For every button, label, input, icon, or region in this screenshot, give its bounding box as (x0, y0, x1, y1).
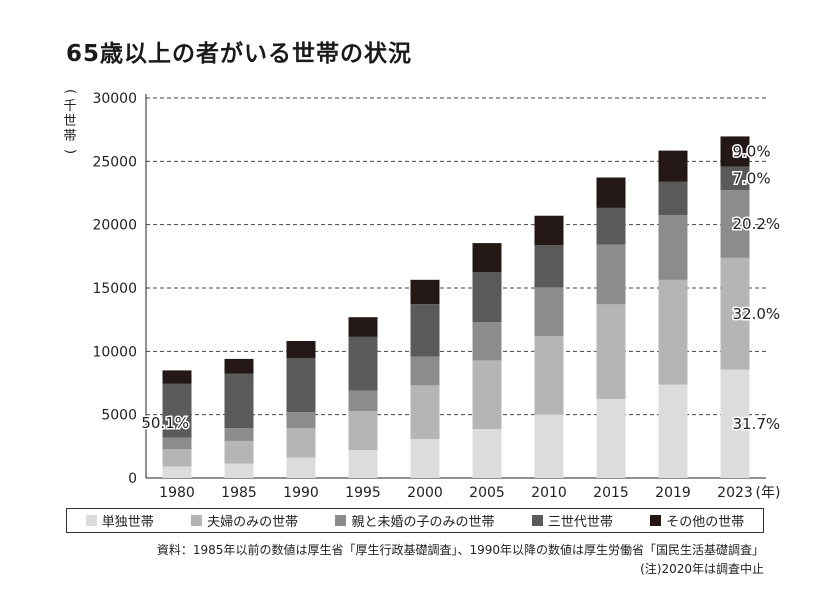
y-tick-label: 10000 (92, 344, 137, 360)
percentage-annotation: 31.7% (733, 415, 781, 433)
bar-segment-parent_unmarried_child (472, 322, 502, 361)
percentage-annotation: 7.0% (733, 169, 771, 187)
x-tick-label: 2023 (717, 485, 753, 501)
percentage-annotation: 20.2% (733, 215, 781, 233)
x-tick-label: 2000 (407, 485, 443, 501)
survey-note: (注)2020年は調査中止 (640, 562, 764, 576)
bar-segment-couple (534, 336, 564, 415)
legend-item-couple: 夫婦のみの世帯 (191, 511, 298, 530)
bar-segment-three_generation (720, 166, 750, 191)
bar-segment-single (720, 369, 750, 478)
bar-segment-single (410, 438, 440, 478)
percentage-annotation: 50.1% (141, 414, 189, 432)
y-tick-label: 5000 (101, 408, 137, 424)
stacked-bar-chart: 0 5000 10000 15000 20000 25000 30000 1980 1985 19… (92, 91, 781, 501)
bar-segment-other (534, 215, 564, 246)
source-note: 資料：1985年以前の数値は厚生省「厚生行政基礎調査」、1990年以降の数値は厚… (156, 543, 764, 557)
bar-segment-three_generation (162, 383, 192, 438)
percentage-annotation: 32.0% (733, 305, 781, 323)
bar-segment-parent_unmarried_child (596, 244, 626, 305)
bar-segment-other (348, 317, 378, 337)
bar-segment-three_generation (286, 358, 316, 413)
bar-segment-other (410, 279, 440, 305)
legend-label: 親と未婚の子のみの世帯 (351, 515, 495, 530)
bar-segment-couple (596, 304, 626, 399)
y-tick-label: 15000 (92, 281, 137, 297)
legend-label: 三世代世帯 (547, 515, 613, 530)
x-axis-unit: (年) (756, 485, 781, 501)
bar-segment-parent_unmarried_child (286, 412, 316, 429)
x-tick-label: 1990 (283, 485, 319, 501)
bar-segment-other (224, 358, 254, 374)
legend-item-other: その他の世帯 (650, 511, 744, 530)
legend-swatch (650, 515, 662, 526)
legend-label: 単独世帯 (101, 515, 154, 530)
bar-segment-parent_unmarried_child (720, 190, 750, 258)
legend: 単独世帯 夫婦のみの世帯 親と未婚の子のみの世帯 三世代世帯 その他の世帯 (66, 508, 764, 533)
bar-segment-single (162, 466, 192, 478)
legend-swatch (85, 515, 97, 526)
bar-segment-couple (720, 257, 750, 370)
y-tick-label: 0 (128, 471, 137, 487)
bar-segment-three_generation (658, 181, 688, 216)
x-tick-label: 2015 (593, 485, 629, 501)
bar-segment-three_generation (534, 245, 564, 288)
y-axis-unit-label: (千世帯) (62, 88, 78, 155)
bar-segment-three_generation (224, 373, 254, 429)
percentage-annotation: 9.0% (733, 143, 771, 161)
legend-swatch (335, 515, 347, 526)
bar-segment-other (658, 150, 688, 182)
bar-segment-parent_unmarried_child (534, 287, 564, 337)
y-tick-label: 25000 (92, 154, 137, 170)
legend-swatch (531, 515, 543, 526)
bar-segment-three_generation (410, 304, 440, 357)
legend-item-parent_unmarried_child: 親と未婚の子のみの世帯 (335, 511, 494, 530)
legend-label: 夫婦のみの世帯 (207, 515, 299, 530)
bar-segment-single (286, 457, 316, 478)
bar-segment-single (596, 398, 626, 478)
bar-segment-parent_unmarried_child (348, 390, 378, 412)
legend-item-three_generation: 三世代世帯 (531, 511, 613, 530)
bar-segment-couple (348, 411, 378, 451)
bar-segment-couple (286, 428, 316, 458)
x-tick-label: 1985 (221, 485, 257, 501)
bar-segment-parent_unmarried_child (224, 428, 254, 441)
bar-segment-parent_unmarried_child (658, 215, 688, 280)
bar-segment-single (224, 463, 254, 478)
legend-item-single: 単独世帯 (85, 511, 154, 530)
chart-title: 65歳以上の者がいる世帯の状況 (66, 41, 413, 67)
bar-segment-single (534, 414, 564, 478)
bar-segment-couple (162, 449, 192, 467)
legend-label: その他の世帯 (666, 515, 745, 530)
bar-segment-three_generation (348, 336, 378, 391)
bar-segment-couple (658, 279, 688, 385)
bar-segment-other (596, 177, 626, 208)
bar-segment-couple (472, 360, 502, 430)
bar-segment-parent_unmarried_child (410, 356, 440, 386)
bar-segment-other (720, 136, 750, 167)
x-tick-label: 2019 (655, 485, 691, 501)
bar-segment-three_generation (596, 207, 626, 245)
x-tick-label: 1980 (159, 485, 195, 501)
bar-segment-other (286, 340, 316, 359)
x-tick-label: 1995 (345, 485, 381, 501)
bar-segment-single (472, 429, 502, 478)
bar-segment-other (162, 370, 192, 384)
bar-segment-parent_unmarried_child (162, 437, 192, 450)
x-tick-label: 2005 (469, 485, 505, 501)
bar-segment-couple (224, 440, 254, 464)
bar-segment-three_generation (472, 272, 502, 323)
y-tick-label: 20000 (92, 218, 137, 234)
bar-segment-single (348, 450, 378, 478)
y-tick-label: 30000 (92, 91, 137, 107)
bar-segment-couple (410, 385, 440, 439)
legend-swatch (191, 515, 203, 526)
bar-segment-other (472, 243, 502, 273)
bar-segment-single (658, 384, 688, 478)
x-tick-label: 2010 (531, 485, 567, 501)
